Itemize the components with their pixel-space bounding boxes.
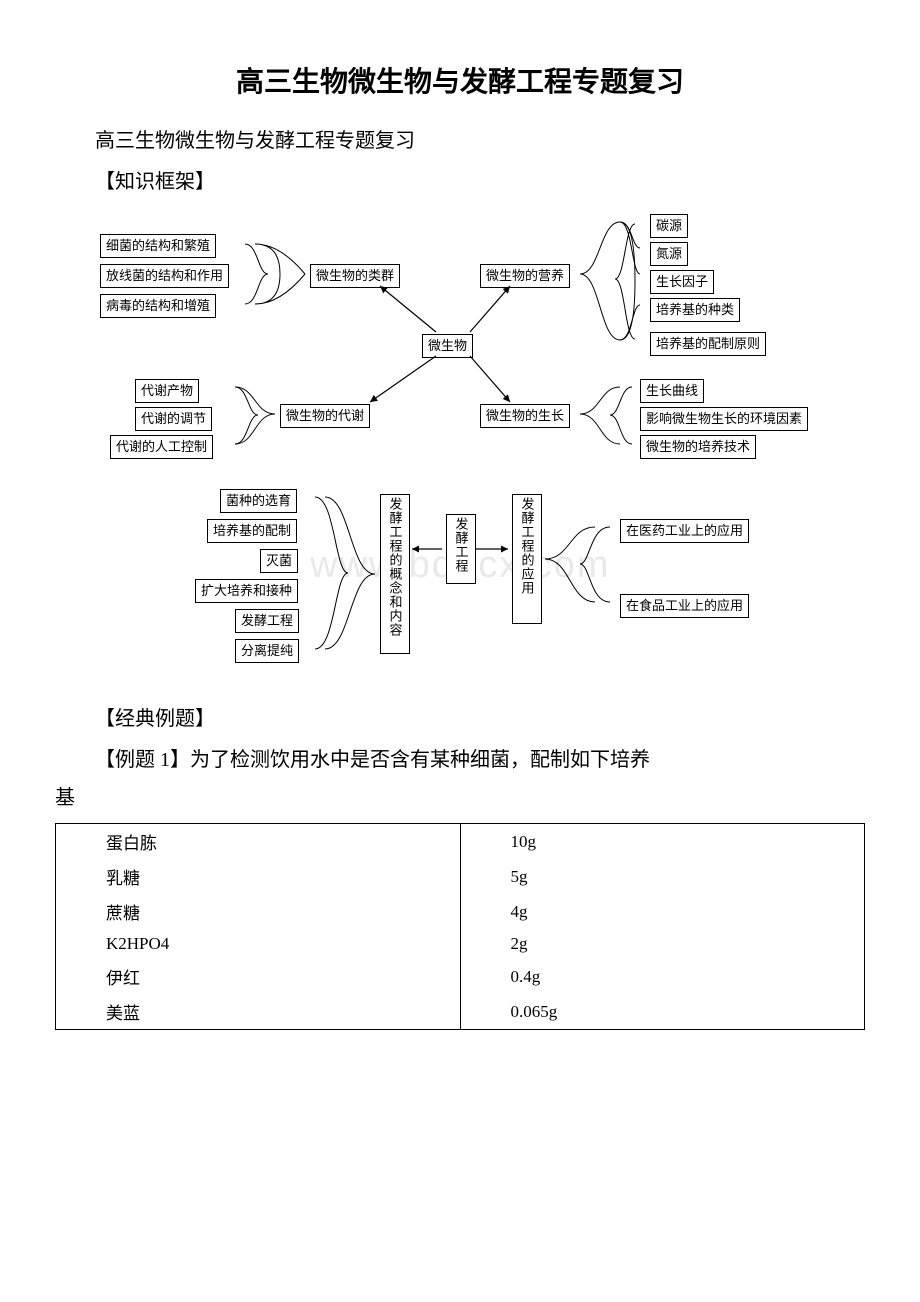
cell-amount: 2g — [460, 929, 865, 959]
leaf-virus: 病毒的结构和增殖 — [100, 294, 216, 318]
knowledge-diagram: www.bdocx.com 微生物 微生物的类群 微生物的营养 细菌的结构和繁殖… — [80, 204, 840, 684]
cell-amount: 0.4g — [460, 959, 865, 994]
leaf-sterilize: 灭菌 — [260, 549, 298, 573]
node-growth: 微生物的生长 — [480, 404, 570, 428]
leaf-foodapp: 在食品工业上的应用 — [620, 594, 749, 618]
table-row: 蔗糖4g — [56, 894, 865, 929]
subtitle: 高三生物微生物与发酵工程专题复习 — [55, 124, 865, 153]
leaf-expand: 扩大培养和接种 — [195, 579, 298, 603]
examples-label: 【经典例题】 — [55, 702, 865, 731]
cell-name: 美蓝 — [56, 994, 461, 1030]
cell-amount: 0.065g — [460, 994, 865, 1030]
cell-amount: 10g — [460, 824, 865, 860]
node-nutrition: 微生物的营养 — [480, 264, 570, 288]
leaf-bacteria: 细菌的结构和繁殖 — [100, 234, 216, 258]
vnode-ferment: 发酵工程 — [446, 514, 476, 584]
example1-line2: 基 — [55, 779, 865, 817]
leaf-medapp: 在医药工业上的应用 — [620, 519, 749, 543]
cell-name: K2HPO4 — [56, 929, 461, 959]
cell-amount: 4g — [460, 894, 865, 929]
leaf-mediumprep: 培养基的配制原则 — [650, 332, 766, 356]
cell-name: 蛋白胨 — [56, 824, 461, 860]
leaf-metreg: 代谢的调节 — [135, 407, 212, 431]
leaf-strain: 菌种的选育 — [220, 489, 297, 513]
framework-label: 【知识框架】 — [55, 165, 865, 194]
leaf-growthfactor: 生长因子 — [650, 270, 714, 294]
leaf-mediumprep2: 培养基的配制 — [207, 519, 297, 543]
table-row: 伊红0.4g — [56, 959, 865, 994]
leaf-envfactor: 影响微生物生长的环境因素 — [640, 407, 808, 431]
vnode-ferment-app: 发酵工程的应用 — [512, 494, 542, 624]
node-metabolism: 微生物的代谢 — [280, 404, 370, 428]
leaf-nitrogen: 氮源 — [650, 242, 688, 266]
table-row: 蛋白胨10g — [56, 824, 865, 860]
page-title: 高三生物微生物与发酵工程专题复习 — [55, 60, 865, 100]
leaf-carbon: 碳源 — [650, 214, 688, 238]
cell-amount: 5g — [460, 859, 865, 894]
leaf-fermentproc: 发酵工程 — [235, 609, 299, 633]
leaf-mediumtype: 培养基的种类 — [650, 298, 740, 322]
leaf-metproduct: 代谢产物 — [135, 379, 199, 403]
table-row: 乳糖5g — [56, 859, 865, 894]
leaf-growthcurve: 生长曲线 — [640, 379, 704, 403]
cell-name: 乳糖 — [56, 859, 461, 894]
cell-name: 伊红 — [56, 959, 461, 994]
leaf-separate: 分离提纯 — [235, 639, 299, 663]
cell-name: 蔗糖 — [56, 894, 461, 929]
culture-medium-table: 蛋白胨10g 乳糖5g 蔗糖4g K2HPO42g 伊红0.4g 美蓝0.065… — [55, 823, 865, 1030]
table-row: 美蓝0.065g — [56, 994, 865, 1030]
leaf-metcontrol: 代谢的人工控制 — [110, 435, 213, 459]
leaf-actino: 放线菌的结构和作用 — [100, 264, 229, 288]
leaf-culturetech: 微生物的培养技术 — [640, 435, 756, 459]
example1-line1: 【例题 1】为了检测饮用水中是否含有某种细菌，配制如下培养 — [55, 741, 865, 779]
vnode-ferment-concept: 发酵工程的概念和内容 — [380, 494, 410, 654]
node-center: 微生物 — [422, 334, 473, 358]
table-row: K2HPO42g — [56, 929, 865, 959]
node-types: 微生物的类群 — [310, 264, 400, 288]
